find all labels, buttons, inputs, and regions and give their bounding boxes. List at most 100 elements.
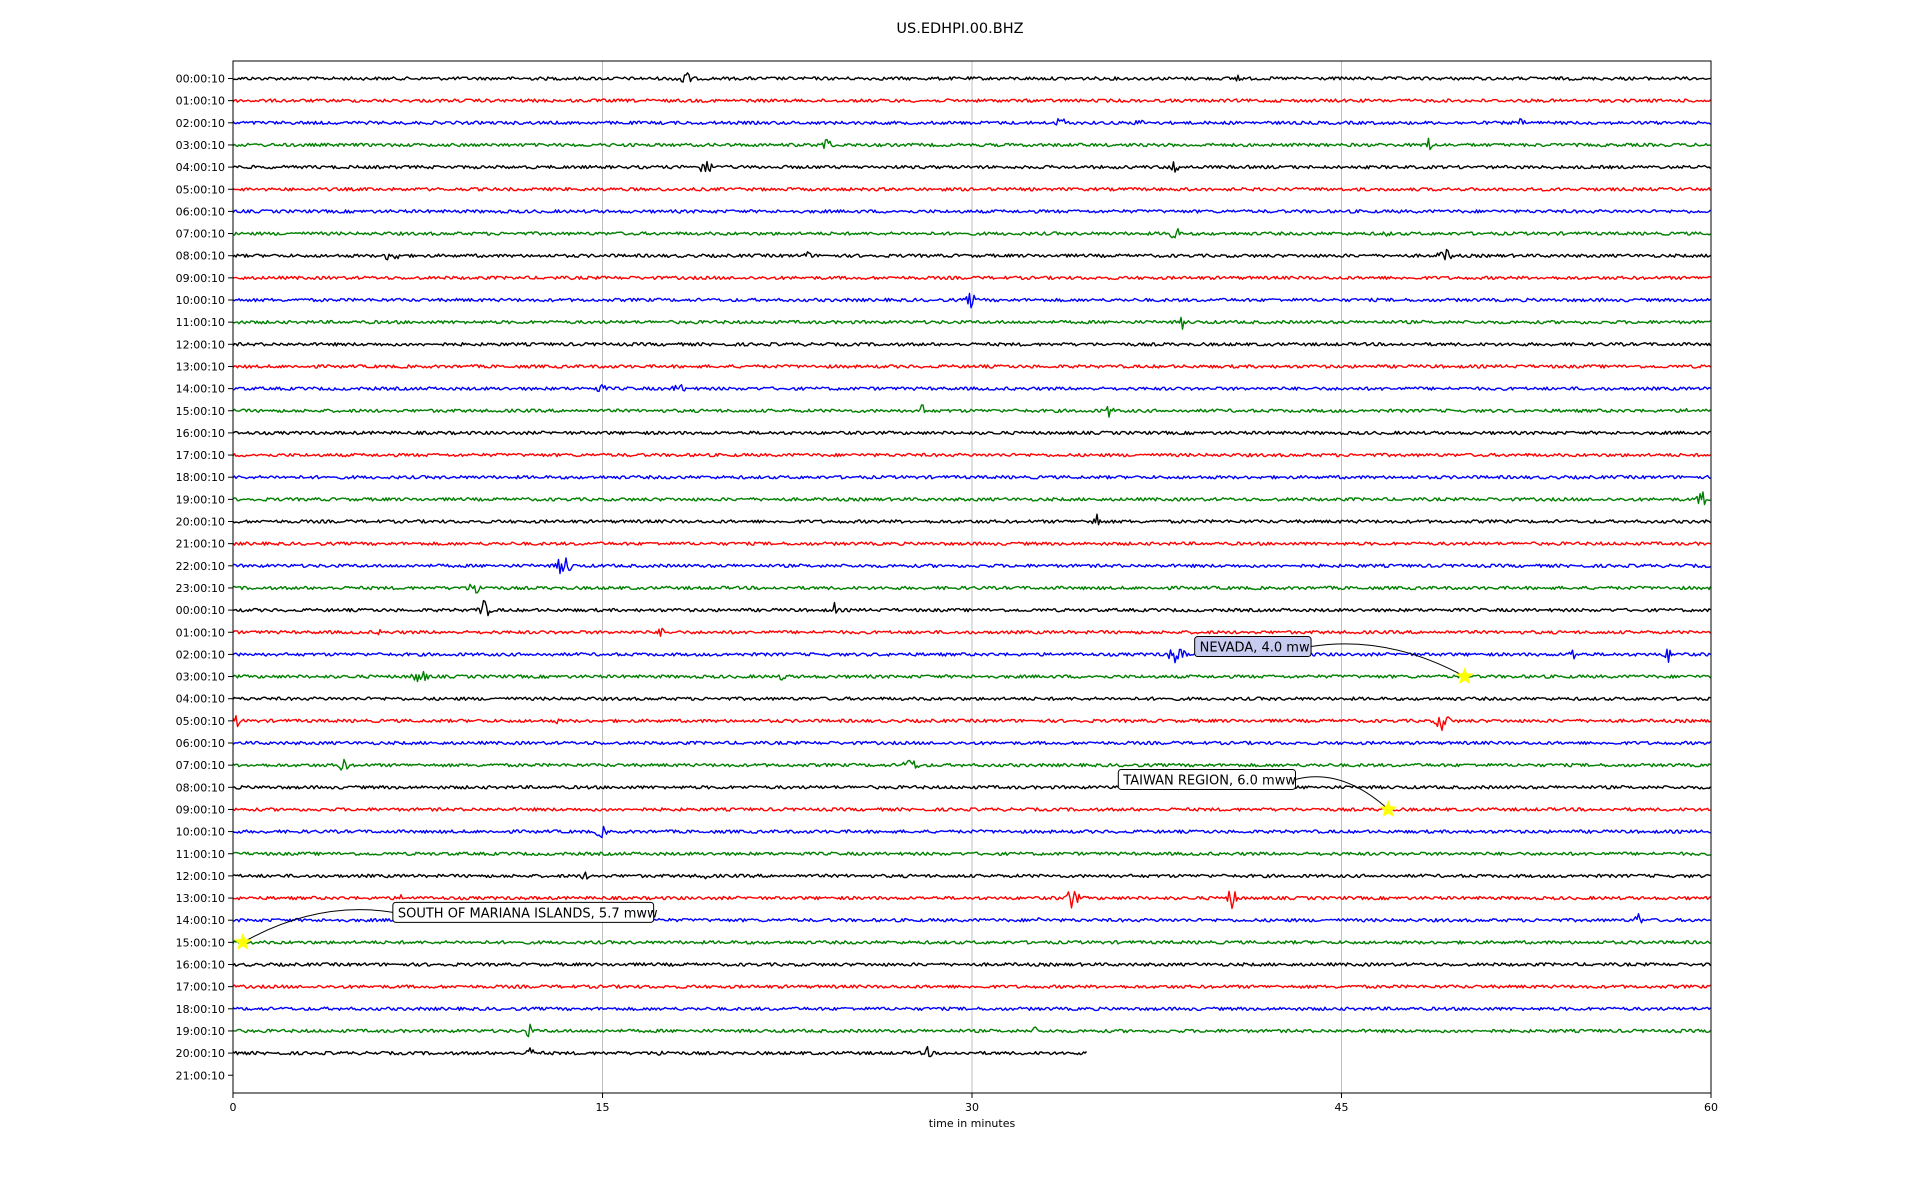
trace-line	[232, 599, 1711, 617]
row-label: 09:00:10	[176, 272, 225, 285]
x-tick-label: 45	[1335, 1101, 1349, 1114]
trace-line	[232, 890, 1711, 910]
trace-line	[232, 491, 1711, 506]
trace-line	[232, 851, 1711, 856]
row-label: 19:00:10	[176, 493, 225, 506]
row-label: 16:00:10	[176, 959, 225, 972]
row-label: 18:00:10	[176, 1003, 225, 1016]
row-label: 00:00:10	[176, 73, 225, 86]
trace-line	[232, 696, 1711, 701]
trace-line	[233, 557, 1711, 575]
annotation-box	[1117, 768, 1297, 790]
trace-line	[232, 430, 1711, 436]
grid-lines	[602, 61, 1342, 1093]
row-label: 17:00:10	[176, 449, 225, 462]
trace-line	[232, 248, 1711, 261]
trace-line	[232, 541, 1711, 546]
x-tick-label: 15	[596, 1101, 610, 1114]
row-label: 04:00:10	[176, 161, 225, 174]
axes: 0 15 30 45 60 00:00:10 01:00:10 02:00:10 03:00:1…	[176, 73, 1718, 1115]
row-label: 13:00:10	[176, 892, 225, 905]
annotation-layer: NEVADA, 4.0 mw TAIWAN REGION, 6.0 mww SOUT…	[233, 636, 1474, 950]
trace-line	[232, 871, 1711, 880]
annotation-label: SOUTH OF MARIANA ISLANDS, 5.7 mww	[398, 906, 658, 921]
row-label: 06:00:10	[176, 205, 225, 218]
trace-line	[232, 785, 1712, 790]
trace-line	[232, 807, 1711, 812]
row-label: 15:00:10	[176, 936, 225, 949]
row-label: 08:00:10	[176, 250, 225, 263]
trace-line	[232, 984, 1711, 989]
trace-line	[232, 1006, 1712, 1012]
annotation-connector	[1310, 643, 1465, 677]
trace-line	[232, 187, 1712, 192]
row-label: 10:00:10	[176, 826, 225, 839]
event-star-marker	[1379, 799, 1398, 818]
trace-line	[232, 825, 1711, 839]
trace-line	[232, 715, 1711, 732]
row-label: 02:00:10	[176, 648, 225, 661]
event-annotation: TAIWAN REGION, 6.0 mww	[1117, 768, 1398, 818]
event-annotation: SOUTH OF MARIANA ISLANDS, 5.7 mww	[233, 901, 658, 950]
trace-line	[232, 275, 1711, 281]
row-label: 10:00:10	[176, 294, 225, 307]
row-label: 14:00:10	[176, 383, 225, 396]
row-label: 03:00:10	[176, 139, 225, 152]
annotation-label: TAIWAN REGION, 6.0 mww	[1122, 773, 1296, 788]
trace-line	[232, 228, 1711, 239]
row-label: 09:00:10	[176, 803, 225, 816]
trace-line	[232, 404, 1712, 418]
row-label: 01:00:10	[176, 95, 225, 108]
row-label: 14:00:10	[176, 914, 225, 927]
trace-line	[232, 342, 1712, 347]
trace-line	[232, 292, 1711, 309]
trace-line	[232, 316, 1711, 330]
row-label: 03:00:10	[176, 671, 225, 684]
trace-line	[232, 1045, 1088, 1058]
trace-line	[232, 513, 1712, 526]
trace-line	[232, 1023, 1712, 1038]
trace-layer	[232, 72, 1712, 1058]
trace-line	[232, 364, 1712, 369]
annotation-box	[392, 901, 655, 923]
row-label: 07:00:10	[176, 759, 225, 772]
row-label: 17:00:10	[176, 981, 225, 994]
event-annotation: NEVADA, 4.0 mw	[1194, 636, 1474, 685]
row-label: 15:00:10	[176, 405, 225, 418]
trace-line	[232, 384, 1711, 393]
trace-line	[232, 940, 1711, 945]
annotation-box	[1194, 636, 1312, 658]
trace-line	[232, 583, 1712, 594]
row-label: 20:00:10	[176, 1047, 225, 1060]
row-label: 12:00:10	[176, 870, 225, 883]
row-label: 19:00:10	[176, 1025, 225, 1038]
row-label: 05:00:10	[176, 715, 225, 728]
trace-line	[232, 160, 1711, 173]
row-label: 02:00:10	[176, 117, 225, 130]
row-label: 05:00:10	[176, 183, 225, 196]
row-label: 16:00:10	[176, 427, 225, 440]
trace-line	[232, 118, 1711, 126]
annotation-connector	[1295, 776, 1389, 810]
event-star-marker	[233, 932, 252, 950]
event-star-marker	[1455, 667, 1474, 685]
row-label: 01:00:10	[176, 626, 225, 639]
row-label: 22:00:10	[176, 560, 225, 573]
trace-line	[232, 72, 1711, 83]
row-label: 08:00:10	[176, 781, 225, 794]
row-label: 11:00:10	[176, 316, 225, 329]
trace-line	[232, 209, 1711, 214]
annotation-connector	[242, 909, 393, 943]
row-label: 13:00:10	[176, 360, 225, 373]
row-label: 04:00:10	[176, 693, 225, 706]
x-tick-label: 30	[965, 1101, 979, 1114]
annotation-label: NEVADA, 4.0 mw	[1200, 641, 1310, 656]
trace-line	[232, 474, 1711, 480]
row-label: 21:00:10	[176, 538, 225, 551]
row-label: 20:00:10	[176, 516, 225, 529]
trace-line	[232, 137, 1711, 151]
trace-line	[232, 740, 1712, 746]
row-label: 07:00:10	[176, 228, 225, 241]
trace-line	[232, 98, 1712, 103]
